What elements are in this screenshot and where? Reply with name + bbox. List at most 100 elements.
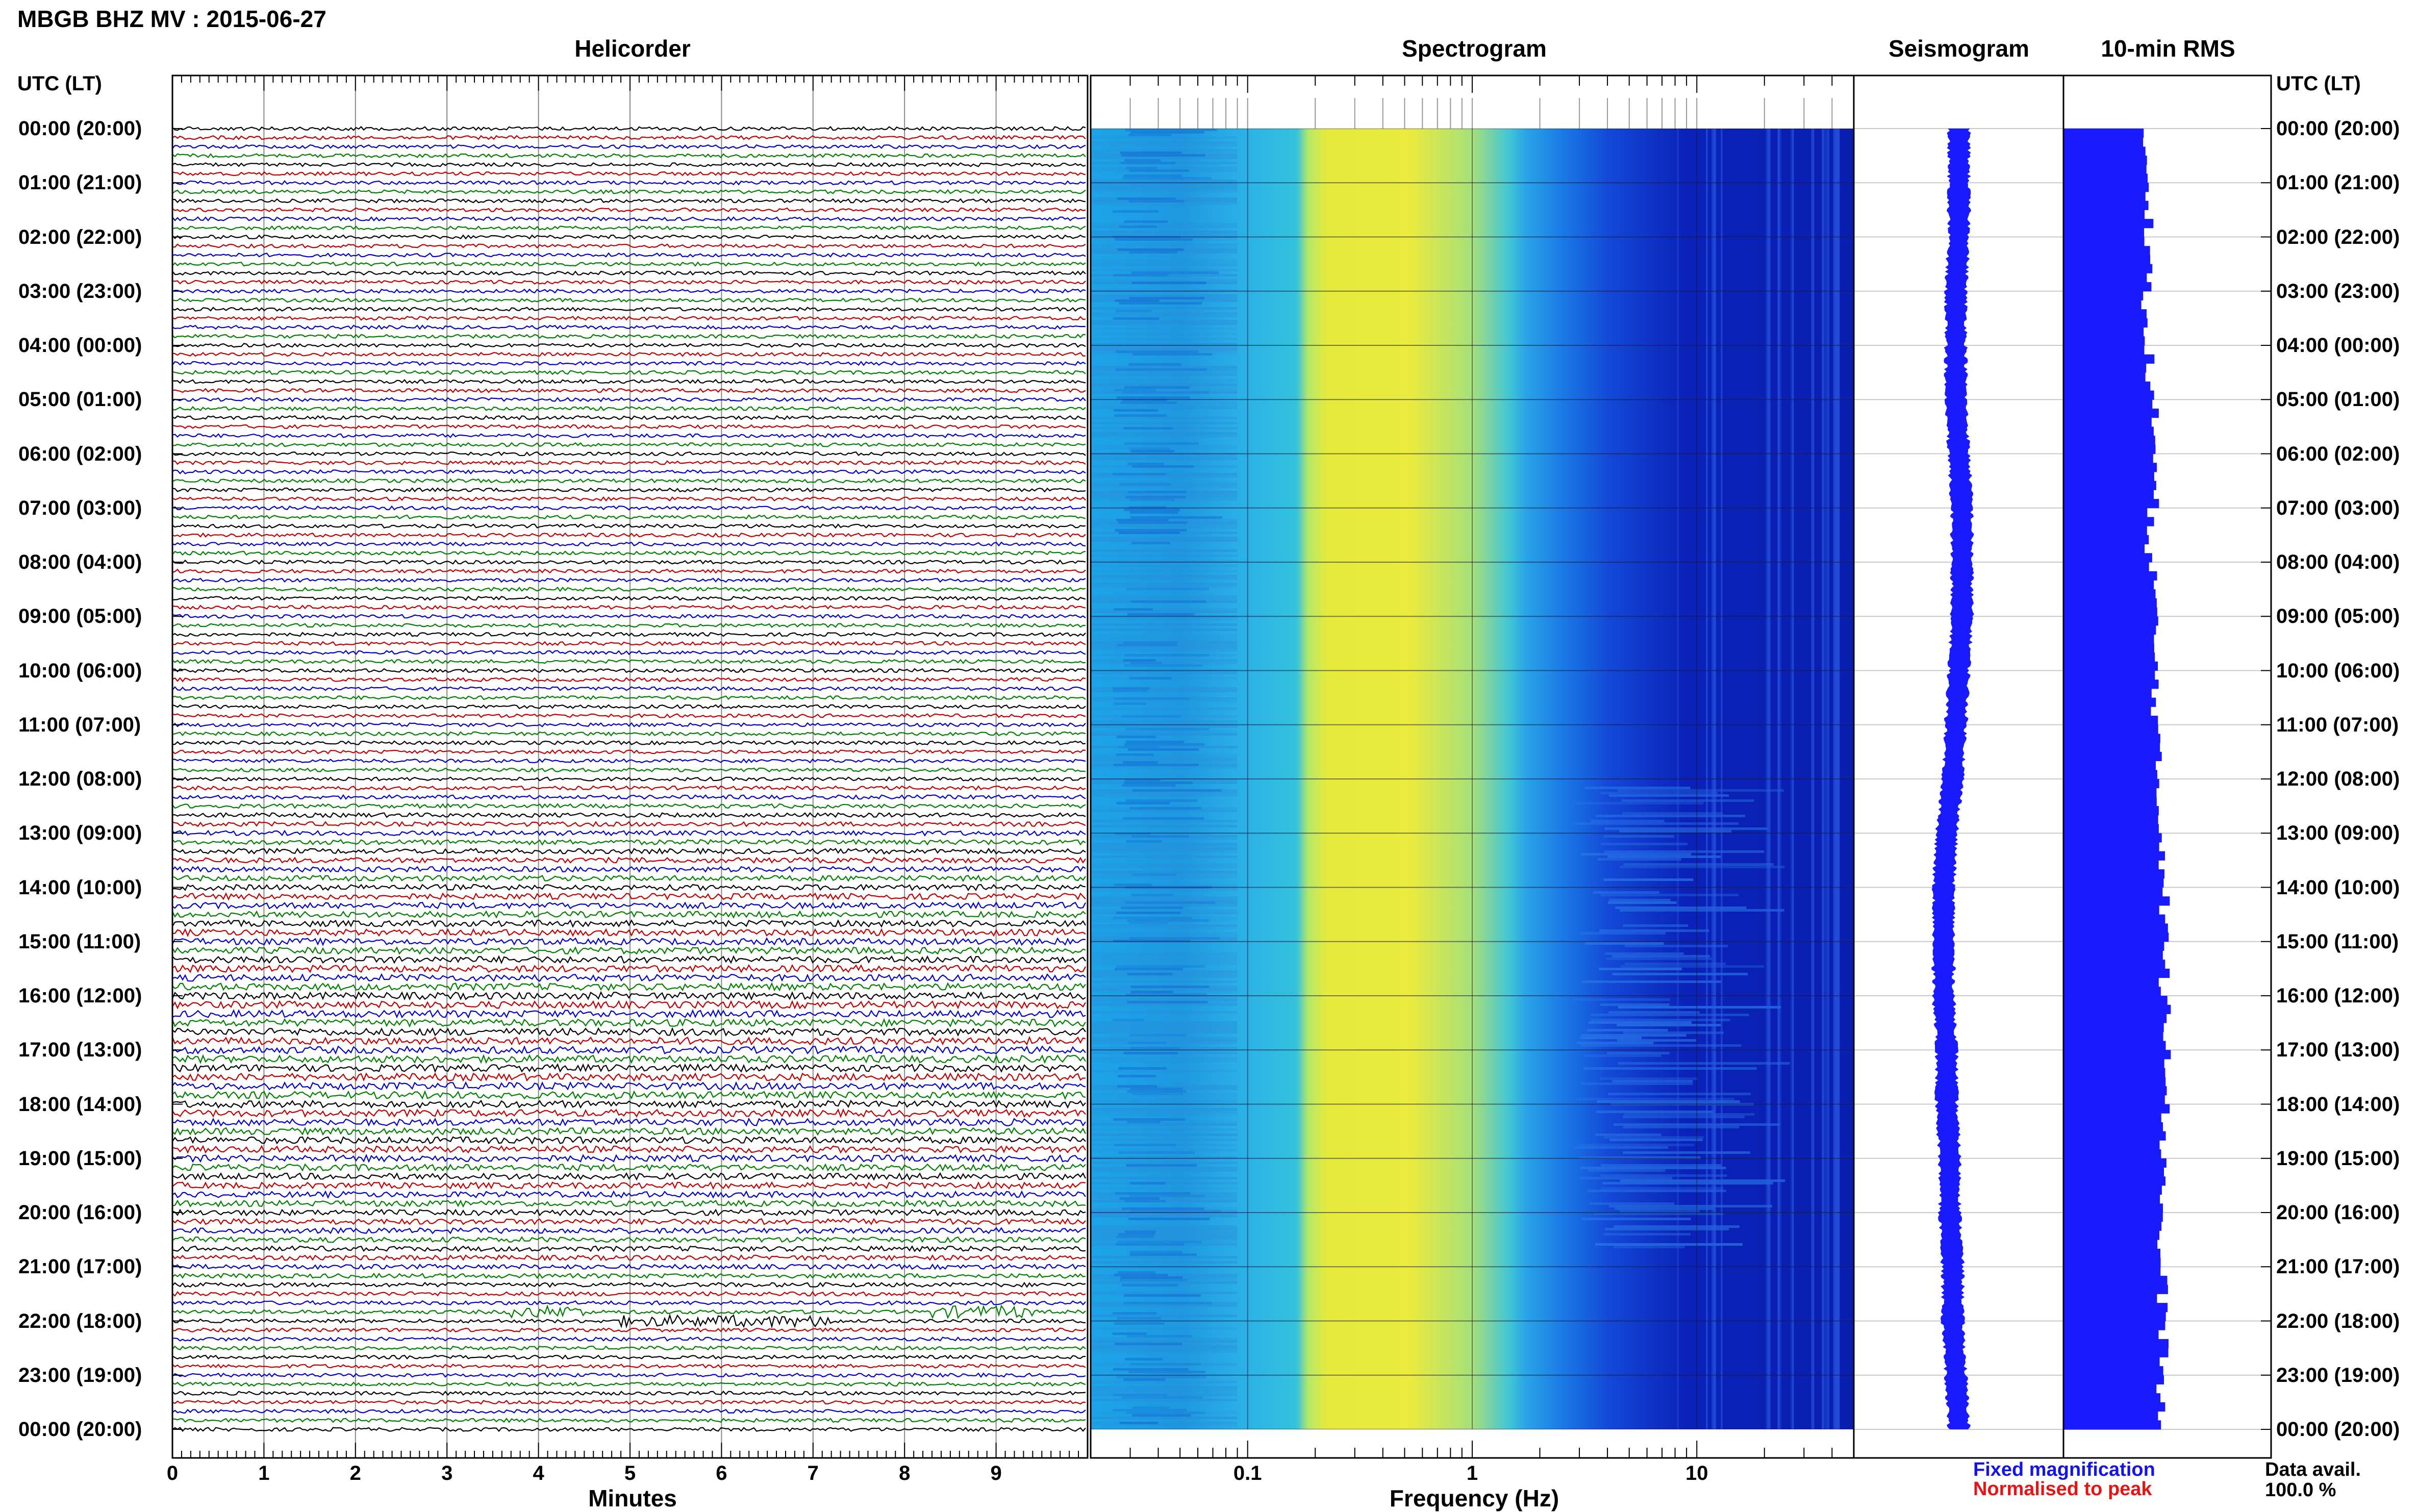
helicorder-panel [171, 75, 1088, 1458]
rms-bar [2063, 436, 2155, 445]
helicorder-trace [172, 847, 1086, 855]
spec-stripe-low [1091, 876, 1238, 878]
spec-stripe-dark [1127, 973, 1173, 975]
helicorder-trace [172, 1391, 1086, 1396]
spec-stripe-dark [1131, 282, 1206, 284]
rms-bar [2063, 950, 2163, 960]
spec-stripe-burst [1604, 850, 1765, 853]
spec-stripe-low [1091, 386, 1238, 389]
spec-stripe-low [1091, 1100, 1238, 1103]
spec-stripe-dark [1124, 220, 1168, 223]
spec-stripe-burst [1608, 794, 1729, 797]
spec-stripe-low [1091, 555, 1238, 557]
spec-stripe-dark [1120, 401, 1177, 404]
spec-stripe-low [1091, 611, 1238, 613]
helicorder-trace [172, 343, 1086, 348]
spec-stripe-dark [1127, 748, 1199, 751]
rms-bar [2063, 1131, 2166, 1141]
rms-bar [2063, 1140, 2160, 1150]
spec-stripe-dark [1125, 1358, 1163, 1360]
rms-bar [2063, 1221, 2162, 1231]
spec-stripe-burst [1609, 1205, 1772, 1207]
spec-stripe-burst [1623, 1116, 1745, 1118]
spec-stripe-burst [1581, 1218, 1691, 1220]
spec-stripe-low [1091, 486, 1238, 488]
spec-stripe-dark [1124, 509, 1180, 511]
time-label-left: 12:00 (08:00) [18, 768, 142, 790]
spec-stripe-low [1091, 756, 1238, 759]
spec-stripe-low [1091, 980, 1238, 983]
rms-bar [2063, 1023, 2164, 1032]
spec-stripe-burst [1591, 1019, 1730, 1021]
spec-stripe-dark [1123, 659, 1156, 662]
spec-stripe-low [1091, 583, 1238, 585]
time-label-left: 00:00 (20:00) [18, 1418, 142, 1441]
spec-stripe-burst [1623, 924, 1689, 927]
time-label-left: 21:00 (17:00) [18, 1255, 142, 1278]
spec-stripe-burst [1604, 1136, 1704, 1139]
spec-stripe-dark [1116, 736, 1156, 738]
spec-stripe-dark [1132, 542, 1170, 544]
rms-bar [2063, 1104, 2170, 1114]
spec-stripe-low [1091, 261, 1238, 264]
spec-stripe-burst [1599, 968, 1682, 970]
spec-stripe-dark [1115, 299, 1160, 302]
spec-stripe-low [1091, 896, 1238, 899]
spec-stripe-low [1091, 927, 1238, 929]
spec-stripe-low [1091, 850, 1238, 853]
spec-stripe-dark [1125, 779, 1161, 782]
rms-bar [2063, 246, 2150, 256]
spec-stripe-dark [1117, 1241, 1202, 1243]
spec-stripe-dark [1129, 937, 1221, 940]
spec-stripe-low [1091, 1391, 1238, 1394]
spec-stripe-low [1091, 820, 1238, 822]
spec-stripe-low [1091, 1213, 1238, 1215]
spec-stripe-low [1091, 855, 1238, 858]
helicorder-trace [172, 379, 1086, 384]
spec-stripe-low [1091, 649, 1238, 651]
spec-stripe-dark [1125, 741, 1185, 743]
spec-stripe-dark [1129, 447, 1170, 450]
spec-stripe-low [1091, 919, 1238, 922]
helicorder-trace [172, 713, 1086, 718]
spec-stripe-low [1091, 1228, 1238, 1230]
spec-stripe-dark [1113, 1368, 1189, 1371]
spec-stripe-dark [1129, 498, 1174, 501]
rms-bar [2063, 164, 2147, 174]
spec-stripe-low [1091, 1037, 1238, 1039]
spec-stripe-low [1091, 1039, 1238, 1042]
helicorder-trace [172, 225, 1086, 231]
spec-stripe-low [1091, 1200, 1238, 1202]
rms-bar [2063, 724, 2158, 734]
rms-bar [2063, 291, 2144, 300]
spec-stripe-dark [1118, 1151, 1195, 1154]
rms-bar [2063, 869, 2164, 879]
spec-stripe-dark [1127, 1042, 1167, 1044]
spec-stripe-dark [1124, 386, 1190, 389]
helicorder-trace [172, 1304, 1086, 1319]
helicorder-trace [172, 1090, 1086, 1100]
spec-stripe-low [1091, 264, 1238, 266]
spec-stripe-dark [1113, 274, 1169, 276]
rms-bar [2063, 1086, 2167, 1096]
panel-frame [171, 74, 1089, 1459]
rms-bar [2063, 508, 2148, 517]
helicorder-trace [172, 144, 1086, 149]
rms-bar [2063, 200, 2149, 210]
spec-stripe-burst [1617, 1024, 1721, 1026]
rms-bar [2063, 417, 2152, 427]
spec-stripe-dark [1129, 1251, 1182, 1253]
spec-stripe-low [1091, 1315, 1238, 1317]
spec-stripe-low [1091, 1236, 1238, 1238]
spec-stripe-low [1091, 473, 1238, 475]
rms-bar [2063, 788, 2157, 797]
spec-stripe-low [1091, 493, 1238, 496]
helicorder-trace [172, 270, 1086, 276]
spec-stripe-low [1091, 1345, 1238, 1348]
spec-stripe-low [1091, 975, 1238, 978]
spec-stripe-low [1091, 1111, 1238, 1113]
spec-stripe-low [1091, 435, 1238, 437]
spec-stripe-dark [1115, 529, 1187, 532]
spec-stripe-burst [1602, 1182, 1773, 1185]
spec-stripe-dark [1125, 901, 1216, 904]
